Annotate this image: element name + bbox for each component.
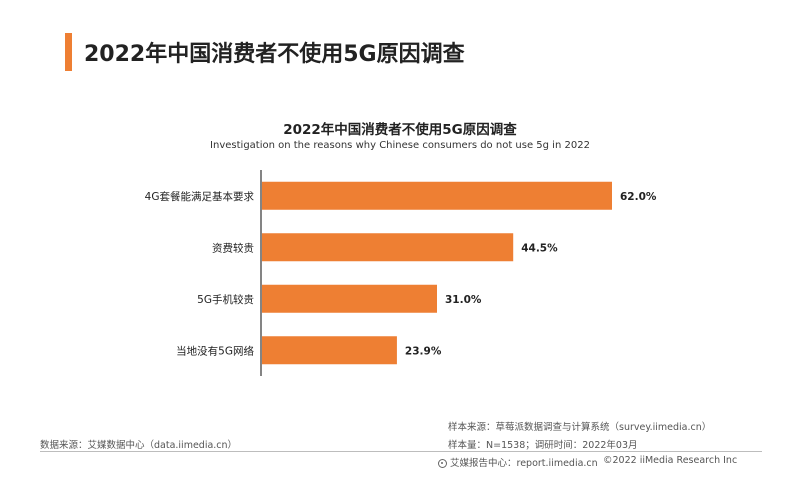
sample-source-note: 样本来源：草莓派数据调查与计算系统（survey.iimedia.cn）: [448, 422, 712, 433]
report-center-text: 艾媒报告中心：report.iimedia.cn: [450, 458, 598, 469]
sample-info-note: 样本量：N=1538；调研时间：2022年03月: [448, 440, 638, 451]
data-label: 62.0%: [620, 191, 657, 203]
report-center-icon: [438, 459, 447, 468]
data-label: 44.5%: [521, 242, 558, 254]
report-center-link[interactable]: 艾媒报告中心：report.iimedia.cn: [438, 455, 598, 469]
category-label: 5G手机较贵: [197, 293, 254, 306]
chart-title: 2022年中国消费者不使用5G原因调查: [283, 122, 517, 138]
data-label: 31.0%: [445, 294, 482, 306]
page-title: 2022年中国消费者不使用5G原因调查: [84, 42, 465, 67]
bar: [262, 336, 397, 365]
category-label: 4G套餐能满足基本要求: [145, 190, 255, 203]
bar: [262, 233, 514, 262]
bar: [262, 284, 437, 313]
chart-subtitle: Investigation on the reasons why Chinese…: [210, 140, 590, 151]
title-accent-bar: [65, 33, 72, 71]
data-source-note: 数据来源：艾媒数据中心（data.iimedia.cn）: [40, 440, 238, 451]
data-label: 23.9%: [405, 345, 442, 357]
category-label: 当地没有5G网络: [176, 344, 254, 357]
bar: [262, 181, 612, 210]
copyright-note: ©2022 iiMedia Research Inc: [603, 455, 738, 466]
category-label: 资费较贵: [212, 241, 254, 254]
footer-divider: [40, 451, 762, 452]
